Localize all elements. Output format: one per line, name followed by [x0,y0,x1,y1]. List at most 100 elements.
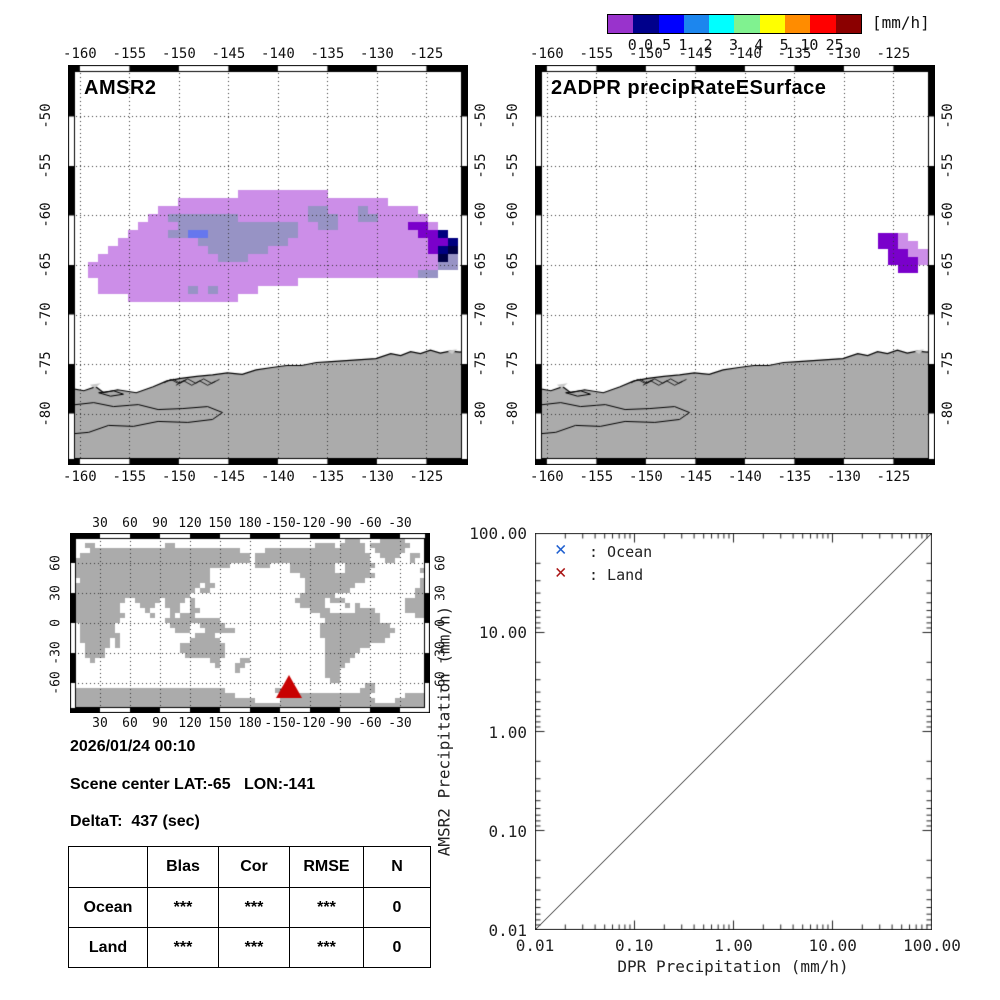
amsr2-lat-label-left: -70 [38,301,54,328]
amsr2-lon-label-top: -125 [409,46,444,62]
stats-value: 0 [363,887,431,928]
scatter-y-tick-label: 100.00 [469,524,527,543]
world-overview-map: 30 30 60 60 90 90 120 120 150 150 180 180 -150 -150 -1… [49,516,449,731]
colorbar-units-label: [mm/h] [872,13,930,32]
world-lat-label-left: 0 [48,619,64,627]
2adpr-lon-label-top: -135 [777,46,812,62]
amsr2-lat-label-left: -65 [38,252,54,278]
colorbar-cell-0 [608,15,634,33]
world-lon-label-top: -150 [264,516,296,531]
legend-label: : Land [589,566,644,584]
map-panel-amsr2: AMSR2 -160 -160 -155 -155 -150 -150 -145 -145 -1… [38,46,489,485]
world-lat-label-right: 30 [433,585,449,601]
amsr2-lon-label-bottom: -130 [360,469,394,485]
world-lon-label-top: 150 [208,516,232,531]
scatter-canvas [535,533,932,930]
amsr2-lat-label-right: -55 [473,153,489,179]
colorbar-tick-label: 10 [800,36,819,54]
world-lon-label-bottom: 180 [238,716,262,731]
2adpr-lon-label-top: -160 [530,46,564,62]
world-lon-label-top: -90 [328,516,352,531]
2adpr-lon-label-top: -145 [678,46,713,62]
amsr2-lon-label-bottom: -145 [211,469,246,485]
amsr2-lon-label-top: -140 [261,46,295,62]
world-lon-label-top: 120 [178,516,202,531]
world-lon-label-top: 180 [238,516,262,531]
2adpr-lat-label-left: -70 [505,301,521,328]
scatter-y-tick-label: 10.00 [478,623,527,643]
scene-datetime: 2026/01/24 00:10 [70,738,196,755]
colorbar-cell-4 [709,15,735,33]
scatter-x-axis-title: DPR Precipitation (mm/h) [617,957,849,976]
world-lat-label-left: -60 [48,671,64,695]
stats-header-N: N [363,846,431,888]
colorbar-tick-label: 2 [703,36,713,54]
colorbar-tick-label: 0.5 [644,36,672,54]
world-lon-label-bottom: -120 [294,716,326,731]
colorbar-tick-label: 25 [825,36,844,54]
world-lon-label-bottom: 120 [178,716,202,731]
stats-value: *** [147,887,219,928]
colorbar: 0 0.5 1 2 3 4 5 10 25 [607,14,862,54]
colorbar-tick-label: 3 [728,36,739,54]
world-lon-label-bottom: -60 [358,716,382,731]
amsr2-lat-label-left: -75 [38,351,54,377]
amsr2-map-canvas [68,65,468,465]
scatter-x-tick-label: 0.10 [614,936,654,955]
2adpr-lat-label-left: -75 [505,351,521,377]
amsr2-lon-label-bottom: -135 [310,469,345,485]
2adpr-lat-label-right: -65 [940,252,956,278]
stats-header-row: Blas Cor RMSE N [68,846,431,888]
colorbar-cell-6 [759,15,786,33]
stats-row-ocean: Ocean *** *** *** 0 [68,887,431,928]
stats-row-land: Land *** *** *** 0 [68,927,431,968]
stats-value: 0 [363,927,431,968]
2adpr-lon-label-bottom: -135 [777,469,812,485]
2adpr-lat-label-right: -70 [940,301,956,328]
world-lon-label-top: 30 [92,516,108,531]
legend-label: : Ocean [589,543,653,561]
amsr2-lon-label-bottom: -140 [261,469,295,485]
colorbar-tick-label: 0 [627,36,637,54]
amsr2-lon-label-bottom: -155 [112,469,147,485]
stats-value: *** [289,887,364,928]
world-lat-label-left: 60 [48,555,64,571]
world-lat-label-right: 60 [433,555,449,571]
panel-title-amsr2: AMSR2 [84,77,157,99]
2adpr-lon-label-top: -130 [827,46,861,62]
colorbar-cell-5 [734,15,760,33]
scatter-x-tick-label: 10.00 [808,936,857,955]
colorbar-tick-label: 1 [678,36,688,54]
2adpr-lon-label-bottom: -145 [678,469,713,485]
map-panel-2adpr: 2ADPR precipRateESurface -160 -160 -155 -15… [505,46,956,485]
stats-header-RMSE: RMSE [289,846,364,888]
2adpr-lon-label-bottom: -160 [530,469,564,485]
2adpr-lon-label-top: -125 [876,46,911,62]
amsr2-lon-label-top: -145 [211,46,246,62]
panel-title-2adpr: 2ADPR precipRateESurface [551,77,827,99]
delta-t-text: DeltaT: 437 (sec) [70,813,200,830]
stats-row-label: Ocean [68,887,148,928]
2adpr-lon-label-bottom: -150 [629,469,663,485]
stats-header-Cor: Cor [218,846,290,888]
scatter-x-tick-label: 1.00 [714,936,753,955]
world-lon-label-top: -30 [388,516,412,531]
2adpr-lat-label-right: -80 [940,400,956,427]
2adpr-lat-label-left: -65 [505,252,521,278]
amsr2-lon-label-top: -155 [112,46,147,62]
amsr2-lon-label-bottom: -150 [162,469,196,485]
amsr2-lat-label-right: -60 [473,202,489,229]
2adpr-lat-label-left: -60 [505,202,521,229]
2adpr-lat-label-left: -50 [505,103,521,130]
2adpr-lon-label-bottom: -140 [728,469,762,485]
legend-x-marker: ✕ [555,561,567,583]
amsr2-lat-label-right: -75 [473,351,489,377]
world-lon-label-top: 60 [122,516,138,531]
amsr2-lon-label-bottom: -160 [63,469,97,485]
scatter-x-tick-label: 0.01 [515,936,555,955]
scatter-x-tick-label: 100.00 [903,936,961,955]
2adpr-lat-label-left: -80 [505,400,521,427]
amsr2-lat-label-left: -55 [38,153,54,179]
amsr2-lat-label-left: -80 [38,400,54,427]
